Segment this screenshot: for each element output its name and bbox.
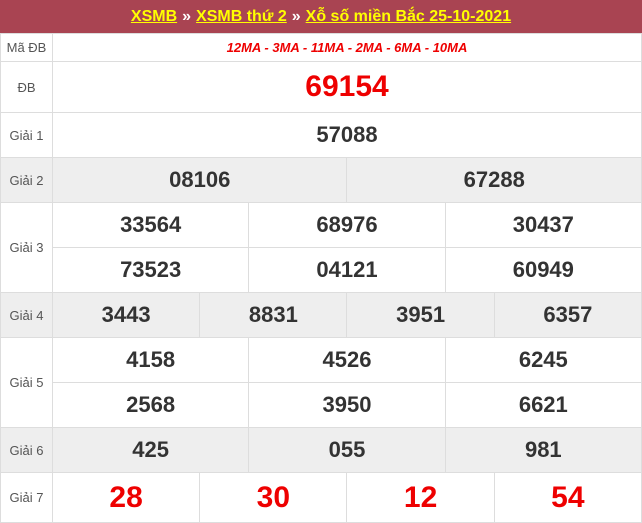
prize-number: 3951 bbox=[346, 292, 495, 338]
special-prize-number: 69154 bbox=[52, 61, 642, 113]
prize-label: Giải 4 bbox=[0, 292, 53, 338]
prize-number: 04121 bbox=[248, 247, 446, 293]
prize-number: 73523 bbox=[51, 247, 250, 293]
prize-number: 33564 bbox=[51, 202, 250, 248]
ma-db-label: Mã ĐB bbox=[0, 33, 53, 62]
ma-db-value: 12MA - 3MA - 11MA - 2MA - 6MA - 10MA bbox=[52, 33, 642, 62]
link-xsmb-thu-2[interactable]: XSMB thứ 2 bbox=[196, 8, 287, 25]
prize-number: 425 bbox=[51, 427, 250, 473]
prize-number: 30437 bbox=[444, 202, 642, 248]
prize-number: 2568 bbox=[51, 382, 250, 428]
prize-number: 68976 bbox=[248, 202, 446, 248]
prize-number: 60949 bbox=[444, 247, 642, 293]
link-xsmb[interactable]: XSMB bbox=[130, 8, 178, 25]
prize-number: 4526 bbox=[248, 337, 446, 383]
prize-number: 3950 bbox=[248, 382, 446, 428]
prize-label: ĐB bbox=[0, 61, 53, 113]
prize-number: 6357 bbox=[493, 292, 642, 338]
results-table: Mã ĐB 12MA - 3MA - 11MA - 2MA - 6MA - 10M… bbox=[0, 33, 642, 523]
prize-number: 28 bbox=[51, 472, 201, 523]
prize-number: 4158 bbox=[51, 337, 250, 383]
link-xsmb-date[interactable]: Xỗ số miền Bắc 25-10-2021 bbox=[305, 8, 512, 25]
breadcrumb-separator: » bbox=[182, 8, 192, 25]
prize-number: 8831 bbox=[199, 292, 348, 338]
prize-label: Giải 6 bbox=[0, 427, 53, 473]
prize-label: Giải 1 bbox=[0, 112, 53, 158]
prize-number: 055 bbox=[248, 427, 446, 473]
prize-number: 3443 bbox=[51, 292, 201, 338]
breadcrumb-separator: » bbox=[291, 8, 301, 25]
prize-number: 6245 bbox=[444, 337, 642, 383]
prize-number: 981 bbox=[444, 427, 642, 473]
prize-number: 12 bbox=[346, 472, 495, 523]
prize-number: 67288 bbox=[346, 157, 642, 203]
prize-number: 6621 bbox=[444, 382, 642, 428]
prize-label: Giải 5 bbox=[0, 337, 53, 428]
prize-number: 30 bbox=[199, 472, 348, 523]
prize-number: 54 bbox=[493, 472, 642, 523]
breadcrumb: XSMB» XSMB thứ 2» Xỗ số miền Bắc 25-10-202… bbox=[0, 0, 642, 33]
prize-number: 57088 bbox=[52, 112, 642, 158]
prize-label: Giải 7 bbox=[0, 472, 53, 523]
prize-label: Giải 3 bbox=[0, 202, 53, 293]
prize-number: 08106 bbox=[51, 157, 348, 203]
prize-label: Giải 2 bbox=[0, 157, 53, 203]
